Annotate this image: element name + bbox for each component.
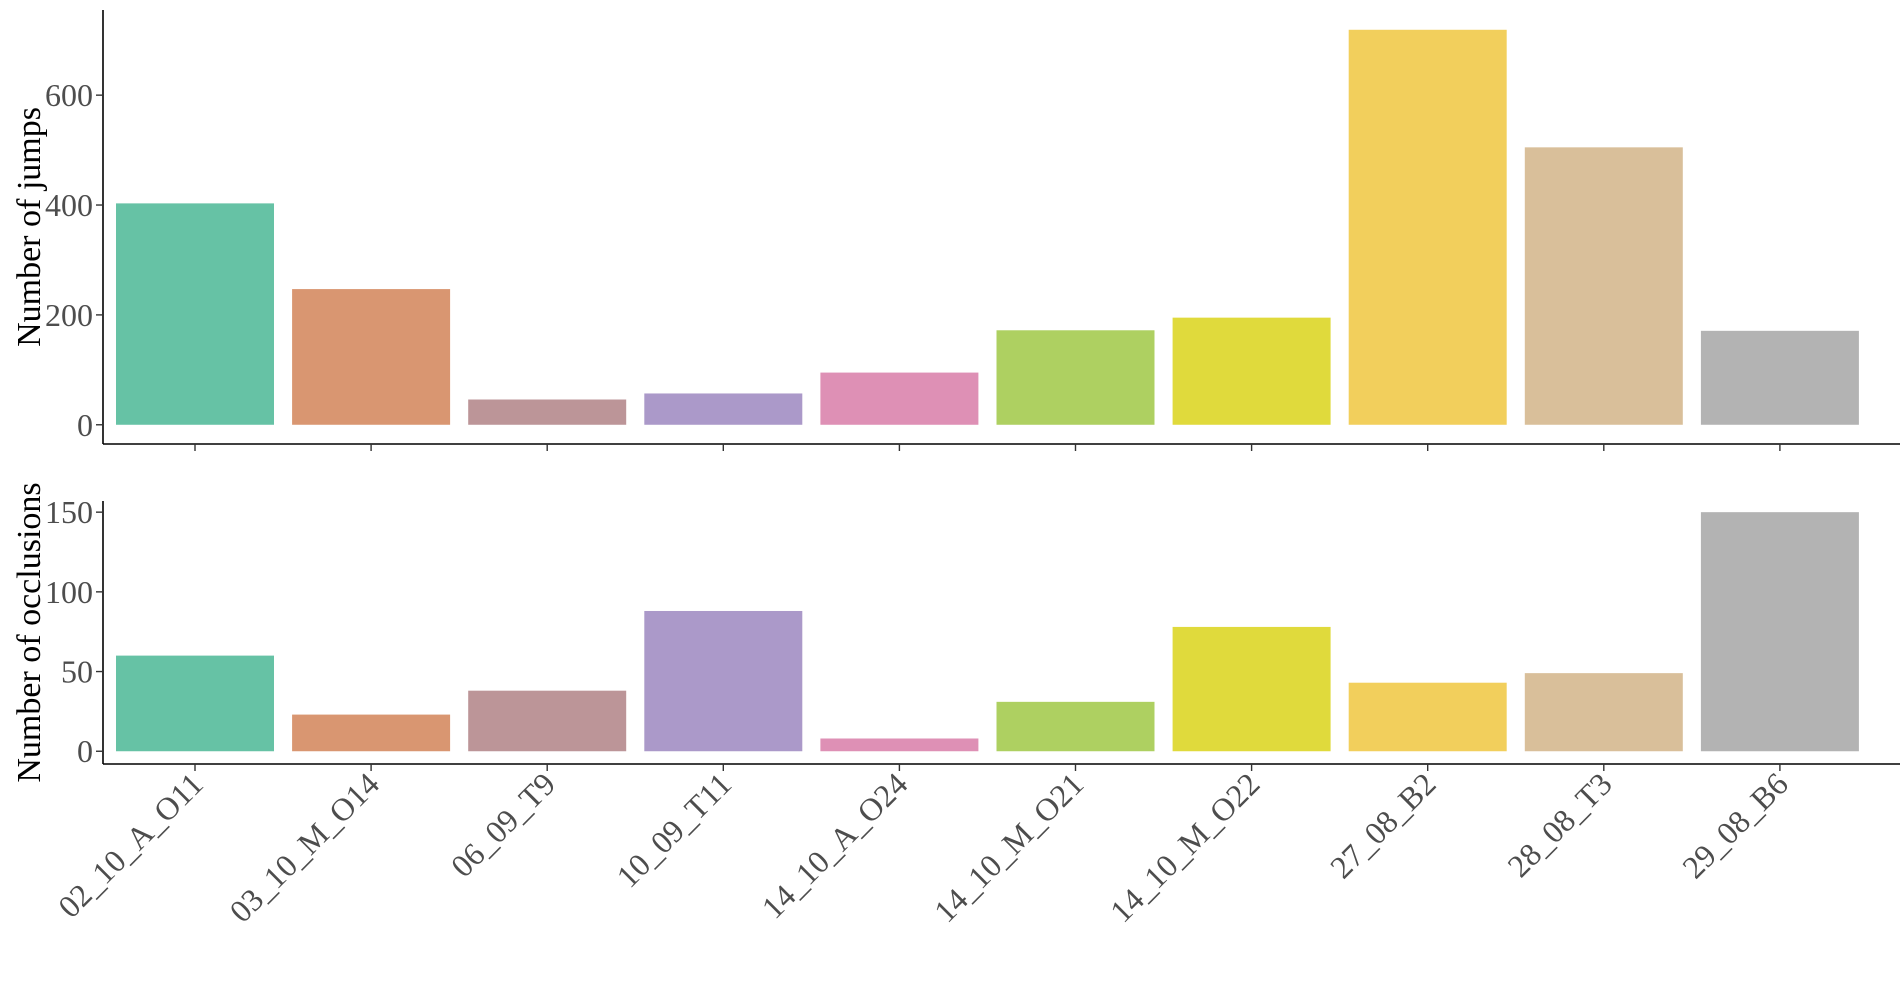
bar-29_08_B6 [1700,512,1859,752]
y-tick-label: 100 [45,574,93,610]
x-tick-label-14_10_M_O22: 14_10_M_O22 [1103,765,1267,929]
x-tick-label-14_10_A_O24: 14_10_A_O24 [754,765,914,925]
x-tick-label-06_09_T9: 06_09_T9 [444,765,562,883]
x-tick-label-28_08_T3: 28_08_T3 [1500,765,1618,883]
y-tick-label: 400 [45,187,93,223]
y-tick-label: 0 [77,733,93,769]
bar-03_10_M_O14 [292,289,451,425]
bar-14_10_M_O21 [996,701,1155,752]
bar-03_10_M_O14 [292,714,451,752]
x-tick-label-14_10_M_O21: 14_10_M_O21 [927,765,1091,929]
bar-14_10_M_O22 [1172,317,1331,425]
y-axis-title: Number of occlusions [11,482,48,782]
bar-02_10_A_O11 [116,655,274,752]
bar-27_08_B2 [1348,682,1507,752]
bar-28_08_T3 [1524,147,1683,425]
y-tick-label: 50 [61,654,93,690]
y-tick-label: 0 [77,407,93,443]
x-tick-label-02_10_A_O11: 02_10_A_O11 [51,765,210,924]
bar-28_08_T3 [1524,673,1683,752]
bar-06_09_T9 [468,690,627,752]
bar-14_10_M_O22 [1172,626,1331,752]
x-tick-label-27_08_B2: 27_08_B2 [1323,765,1443,885]
bar-10_09_T11 [644,610,803,752]
bar-14_10_M_O21 [996,330,1155,425]
x-tick-label-03_10_M_O14: 03_10_M_O14 [222,765,386,929]
bar-14_10_A_O24 [820,372,979,425]
bar-27_08_B2 [1348,29,1507,425]
y-tick-label: 150 [45,494,93,530]
x-tick-label-29_08_B6: 29_08_B6 [1675,765,1795,885]
bar-29_08_B6 [1700,330,1859,425]
bar-06_09_T9 [468,399,627,425]
bar-10_09_T11 [644,393,803,425]
y-axis-title: Number of jumps [11,107,48,347]
bar-02_10_A_O11 [116,203,274,425]
y-tick-label: 600 [45,77,93,113]
y-tick-label: 200 [45,297,93,333]
x-tick-label-10_09_T11: 10_09_T11 [609,765,738,894]
bar-14_10_A_O24 [820,738,979,752]
